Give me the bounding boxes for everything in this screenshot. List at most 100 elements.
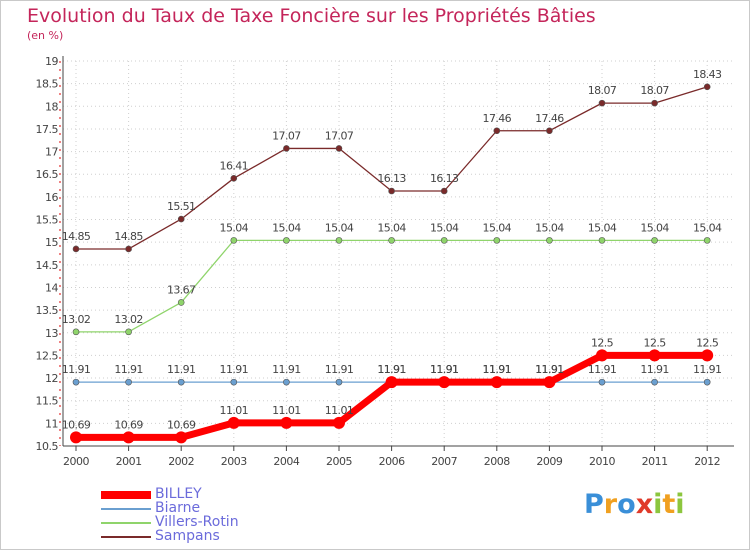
data-point-biarne bbox=[72, 378, 80, 386]
data-point-billey bbox=[648, 349, 661, 362]
data-point-villers-rotin bbox=[72, 328, 80, 336]
logo-letter: t bbox=[662, 489, 676, 520]
data-label-billey: 11.01 bbox=[220, 404, 249, 417]
data-label-villers-rotin: 13.02 bbox=[62, 313, 91, 326]
data-label-biarne: 11.91 bbox=[114, 363, 143, 376]
data-label-billey: 12.5 bbox=[591, 336, 614, 349]
data-label-billey: 11.01 bbox=[272, 404, 301, 417]
data-label-billey: 11.91 bbox=[535, 363, 564, 376]
data-point-villers-rotin bbox=[335, 237, 343, 244]
data-label-billey: 10.69 bbox=[167, 418, 196, 431]
data-point-sampans bbox=[388, 187, 395, 195]
x-tick-label: 2011 bbox=[642, 455, 668, 468]
x-tick-label: 2009 bbox=[536, 455, 562, 468]
x-tick-label: 2004 bbox=[273, 455, 299, 468]
data-label-biarne: 11.91 bbox=[62, 363, 91, 376]
data-label-villers-rotin: 15.04 bbox=[325, 221, 354, 234]
data-label-villers-rotin: 15.04 bbox=[535, 221, 564, 234]
data-label-billey: 10.69 bbox=[114, 418, 143, 431]
data-label-billey: 11.91 bbox=[377, 363, 406, 376]
y-tick-label: 18 bbox=[45, 100, 58, 113]
data-point-sampans bbox=[177, 215, 185, 223]
data-point-billey bbox=[280, 416, 293, 429]
data-label-sampans: 14.85 bbox=[62, 230, 91, 243]
data-point-billey bbox=[122, 431, 135, 444]
data-point-villers-rotin bbox=[651, 237, 658, 244]
y-tick-label: 16 bbox=[45, 191, 58, 204]
data-label-villers-rotin: 15.04 bbox=[640, 221, 669, 234]
data-label-biarne: 11.91 bbox=[430, 363, 459, 376]
data-point-villers-rotin bbox=[546, 237, 553, 244]
logo-letter: P bbox=[584, 489, 604, 520]
legend-label-biarne: Biarne bbox=[155, 500, 201, 516]
data-label-villers-rotin: 15.04 bbox=[272, 221, 301, 234]
y-tick-label: 14 bbox=[45, 281, 58, 294]
x-tick-label: 2010 bbox=[589, 455, 615, 468]
data-label-biarne: 11.91 bbox=[483, 363, 512, 376]
data-label-billey: 12.5 bbox=[644, 336, 667, 349]
x-tick-label: 2002 bbox=[168, 455, 194, 468]
data-point-billey bbox=[438, 376, 451, 389]
data-label-villers-rotin: 15.04 bbox=[588, 221, 617, 234]
data-label-biarne: 11.91 bbox=[640, 363, 669, 376]
y-tick-label: 11.5 bbox=[36, 395, 59, 408]
y-tick-label: 11 bbox=[45, 417, 58, 430]
data-point-billey bbox=[333, 416, 345, 429]
data-point-villers-rotin bbox=[177, 299, 185, 306]
legend-label-sampans: Sampans bbox=[155, 528, 220, 544]
data-point-villers-rotin bbox=[493, 237, 501, 244]
data-label-sampans: 16.13 bbox=[430, 172, 459, 185]
legend-label-billey: BILLEY bbox=[155, 486, 202, 502]
y-tick-label: 14.5 bbox=[36, 259, 59, 272]
y-tick-label: 17.5 bbox=[36, 123, 59, 136]
y-tick-label: 13.5 bbox=[36, 304, 59, 317]
data-label-billey: 11.91 bbox=[430, 363, 459, 376]
data-point-sampans bbox=[283, 145, 290, 152]
legend-swatch-villers-rotin bbox=[101, 522, 151, 524]
data-point-billey bbox=[175, 431, 188, 444]
data-point-billey bbox=[70, 431, 82, 444]
data-point-biarne bbox=[335, 378, 343, 386]
y-tick-label: 13 bbox=[45, 327, 58, 340]
data-label-billey: 12.5 bbox=[696, 336, 719, 349]
y-tick-label: 12 bbox=[45, 372, 58, 385]
data-point-biarne bbox=[598, 378, 606, 386]
data-label-villers-rotin: 13.67 bbox=[167, 283, 196, 296]
logo-letter: r bbox=[603, 489, 618, 520]
data-label-biarne: 11.91 bbox=[693, 363, 722, 376]
data-point-biarne bbox=[177, 378, 185, 386]
data-point-villers-rotin bbox=[230, 237, 238, 244]
data-point-villers-rotin bbox=[125, 328, 132, 336]
data-label-biarne: 11.91 bbox=[535, 363, 564, 376]
data-label-biarne: 11.91 bbox=[167, 363, 196, 376]
data-label-sampans: 17.07 bbox=[325, 129, 354, 142]
data-point-villers-rotin bbox=[440, 237, 448, 244]
data-point-villers-rotin bbox=[283, 237, 290, 244]
data-point-villers-rotin bbox=[703, 237, 711, 244]
x-tick-label: 2005 bbox=[326, 455, 352, 468]
x-tick-label: 2001 bbox=[116, 455, 142, 468]
data-label-sampans: 17.07 bbox=[272, 129, 301, 142]
logo-letter: x bbox=[635, 489, 654, 520]
data-point-sampans bbox=[440, 187, 448, 195]
data-label-biarne: 11.91 bbox=[377, 363, 406, 376]
data-point-sampans bbox=[125, 245, 132, 253]
data-label-sampans: 17.46 bbox=[483, 112, 512, 125]
data-point-biarne bbox=[125, 378, 132, 386]
logo-letter: i bbox=[653, 489, 663, 520]
data-point-sampans bbox=[335, 145, 343, 152]
y-tick-label: 15 bbox=[45, 236, 58, 249]
legend-swatch-sampans bbox=[101, 536, 151, 538]
logo-letter: i bbox=[675, 489, 685, 520]
data-point-biarne bbox=[230, 378, 238, 386]
data-label-biarne: 11.91 bbox=[220, 363, 249, 376]
data-point-sampans bbox=[546, 127, 553, 135]
data-point-biarne bbox=[703, 378, 711, 386]
chart-title: Evolution du Taux de Taxe Foncière sur l… bbox=[27, 5, 596, 27]
data-point-sampans bbox=[230, 175, 238, 182]
data-label-sampans: 15.51 bbox=[167, 200, 196, 213]
legend-label-villers-rotin: Villers-Rotin bbox=[155, 514, 239, 530]
data-point-billey bbox=[596, 349, 608, 362]
data-point-billey bbox=[227, 416, 240, 429]
